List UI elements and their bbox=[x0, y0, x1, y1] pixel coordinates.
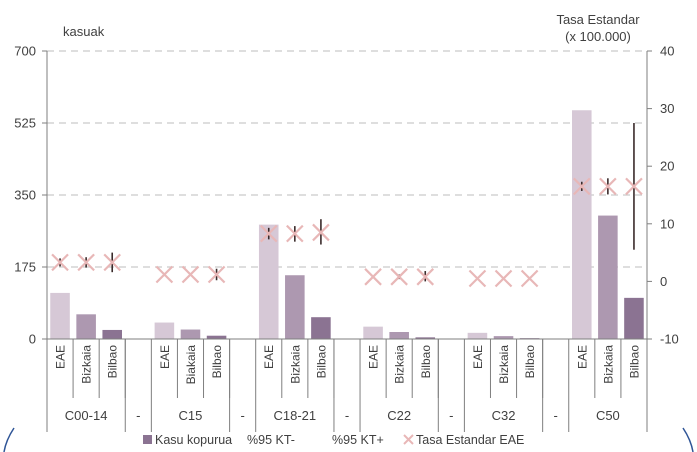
rate-marker bbox=[286, 224, 304, 243]
gridlines bbox=[47, 50, 647, 268]
legend: Kasu kopurua %95 KT- %95 KT+ Tasa Estandar … bbox=[143, 433, 524, 447]
bar bbox=[363, 326, 383, 339]
left-tick-label: 175 bbox=[14, 260, 36, 275]
category-label: Bizkaia bbox=[393, 345, 407, 384]
rate-marker bbox=[207, 265, 226, 284]
bars bbox=[50, 110, 644, 339]
bar bbox=[624, 297, 644, 339]
bar bbox=[154, 322, 175, 339]
group-label: C22 bbox=[387, 408, 411, 423]
right-axis-title-line1: Tasa Estandar bbox=[556, 12, 640, 27]
left-axis-title: kasuak bbox=[63, 24, 105, 39]
category-label: Bilbao bbox=[314, 345, 328, 379]
group-label: C15 bbox=[179, 408, 203, 423]
bar bbox=[285, 275, 305, 339]
category-label: EAE bbox=[158, 345, 172, 369]
category-label: EAE bbox=[471, 345, 485, 369]
right-axis-title-line2: (x 100.000) bbox=[565, 29, 631, 44]
rate-marker bbox=[103, 253, 121, 272]
rate-marker bbox=[494, 269, 513, 288]
bar bbox=[180, 329, 201, 339]
legend-label: %95 KT- bbox=[247, 433, 295, 447]
frame-edge-right bbox=[682, 427, 694, 452]
rate-marker bbox=[181, 265, 200, 284]
group-separator: - bbox=[240, 408, 244, 423]
bar bbox=[102, 329, 122, 339]
rate-marker bbox=[390, 268, 408, 286]
category-label: Bizkaia bbox=[80, 345, 94, 384]
group-label: C18-21 bbox=[274, 408, 317, 423]
left-tick-label: 0 bbox=[29, 332, 36, 347]
category-label: Biakaia bbox=[184, 345, 198, 385]
category-label: Bilbao bbox=[627, 345, 641, 379]
rate-marker bbox=[155, 265, 174, 284]
bar bbox=[467, 332, 488, 339]
legend-swatch-bars bbox=[143, 435, 152, 444]
rate-marker bbox=[51, 253, 69, 272]
right-tick-label: 40 bbox=[660, 44, 674, 59]
legend-swatch-marker bbox=[403, 434, 414, 445]
bar bbox=[311, 317, 331, 339]
rate-marker bbox=[312, 223, 330, 242]
group-separator: - bbox=[449, 408, 453, 423]
frame-edge-left bbox=[3, 427, 15, 452]
group-label: C32 bbox=[492, 408, 516, 423]
category-label: EAE bbox=[575, 345, 589, 369]
bar bbox=[50, 292, 70, 339]
rate-marker bbox=[625, 177, 643, 196]
group-separator: - bbox=[136, 408, 140, 423]
category-label: Bilbao bbox=[106, 345, 120, 379]
bar bbox=[206, 335, 227, 339]
right-tick-label: 20 bbox=[660, 159, 674, 174]
rate-marker bbox=[573, 177, 591, 196]
group-label: C00-14 bbox=[65, 408, 108, 423]
bar bbox=[389, 332, 409, 339]
rate-marker bbox=[364, 268, 382, 286]
rate-marker bbox=[520, 269, 539, 288]
error-bars bbox=[59, 123, 635, 282]
rate-marker bbox=[77, 253, 95, 272]
left-tick-label: 525 bbox=[14, 116, 36, 131]
rate-markers bbox=[51, 177, 643, 288]
bar bbox=[493, 336, 514, 339]
category-label: Bilbao bbox=[523, 345, 537, 379]
legend-label: %95 KT+ bbox=[332, 433, 384, 447]
category-label: EAE bbox=[262, 345, 276, 369]
group-label: C50 bbox=[596, 408, 620, 423]
category-label: Bilbao bbox=[419, 345, 433, 379]
right-tick-label: 10 bbox=[660, 216, 674, 231]
category-label: EAE bbox=[54, 345, 68, 369]
rate-marker bbox=[468, 269, 487, 288]
bar bbox=[258, 224, 279, 339]
axes: 0 175 350 525 700 -10 0 10 20 30 40 kasuak Tasa Esta… bbox=[14, 12, 679, 347]
legend-label: Kasu kopurua bbox=[155, 433, 232, 447]
bar bbox=[598, 215, 618, 339]
bar bbox=[415, 337, 436, 339]
category-label: Bizkaia bbox=[288, 345, 302, 384]
group-separator: - bbox=[345, 408, 349, 423]
bar bbox=[76, 314, 96, 339]
bar bbox=[572, 110, 592, 339]
group-separator: - bbox=[554, 408, 558, 423]
right-tick-label: 30 bbox=[660, 101, 674, 116]
category-labels: EAE Bizkaia Bilbao C00-14 - EAE Biakaia Bilbao C… bbox=[46, 339, 648, 432]
rate-marker bbox=[416, 268, 435, 286]
left-tick-label: 350 bbox=[14, 188, 36, 203]
right-tick-label: -10 bbox=[660, 332, 679, 347]
left-tick-label: 700 bbox=[14, 44, 36, 59]
category-label: Bizkaia bbox=[601, 345, 615, 384]
chart-frame bbox=[3, 427, 694, 452]
category-label: EAE bbox=[367, 345, 381, 369]
category-label: Bilbao bbox=[210, 345, 224, 379]
rate-marker bbox=[259, 224, 278, 243]
right-tick-label: 0 bbox=[660, 274, 667, 289]
legend-label: Tasa Estandar EAE bbox=[416, 433, 524, 447]
category-label: Bizkaia bbox=[497, 345, 511, 384]
rate-marker bbox=[599, 177, 617, 196]
